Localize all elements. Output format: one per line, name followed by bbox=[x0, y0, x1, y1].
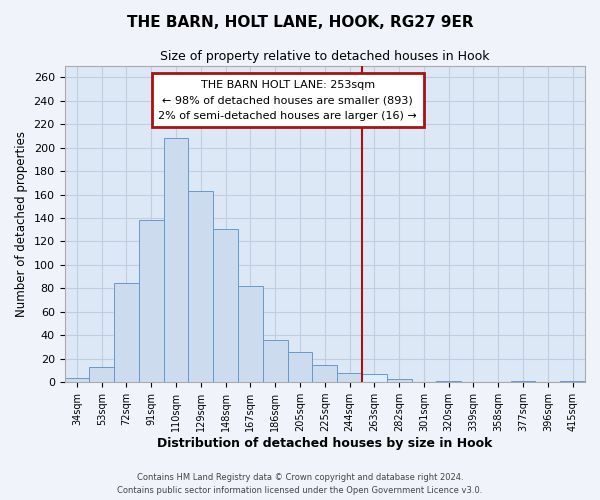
Bar bbox=[65, 378, 89, 382]
Text: Contains HM Land Registry data © Crown copyright and database right 2024.
Contai: Contains HM Land Registry data © Crown c… bbox=[118, 474, 482, 495]
Y-axis label: Number of detached properties: Number of detached properties bbox=[15, 131, 28, 317]
Bar bbox=[560, 381, 585, 382]
Bar bbox=[114, 282, 139, 382]
Bar bbox=[188, 191, 213, 382]
Bar bbox=[139, 220, 164, 382]
Bar bbox=[313, 364, 337, 382]
X-axis label: Distribution of detached houses by size in Hook: Distribution of detached houses by size … bbox=[157, 437, 493, 450]
Bar bbox=[213, 228, 238, 382]
Text: THE BARN HOLT LANE: 253sqm
← 98% of detached houses are smaller (893)
2% of semi: THE BARN HOLT LANE: 253sqm ← 98% of deta… bbox=[158, 80, 417, 121]
Bar bbox=[238, 286, 263, 382]
Bar bbox=[287, 352, 313, 382]
Bar bbox=[362, 374, 387, 382]
Bar bbox=[511, 381, 535, 382]
Bar bbox=[436, 381, 461, 382]
Bar bbox=[337, 373, 362, 382]
Title: Size of property relative to detached houses in Hook: Size of property relative to detached ho… bbox=[160, 50, 490, 63]
Bar bbox=[89, 367, 114, 382]
Bar bbox=[164, 138, 188, 382]
Bar bbox=[387, 378, 412, 382]
Bar bbox=[263, 340, 287, 382]
Text: THE BARN, HOLT LANE, HOOK, RG27 9ER: THE BARN, HOLT LANE, HOOK, RG27 9ER bbox=[127, 15, 473, 30]
